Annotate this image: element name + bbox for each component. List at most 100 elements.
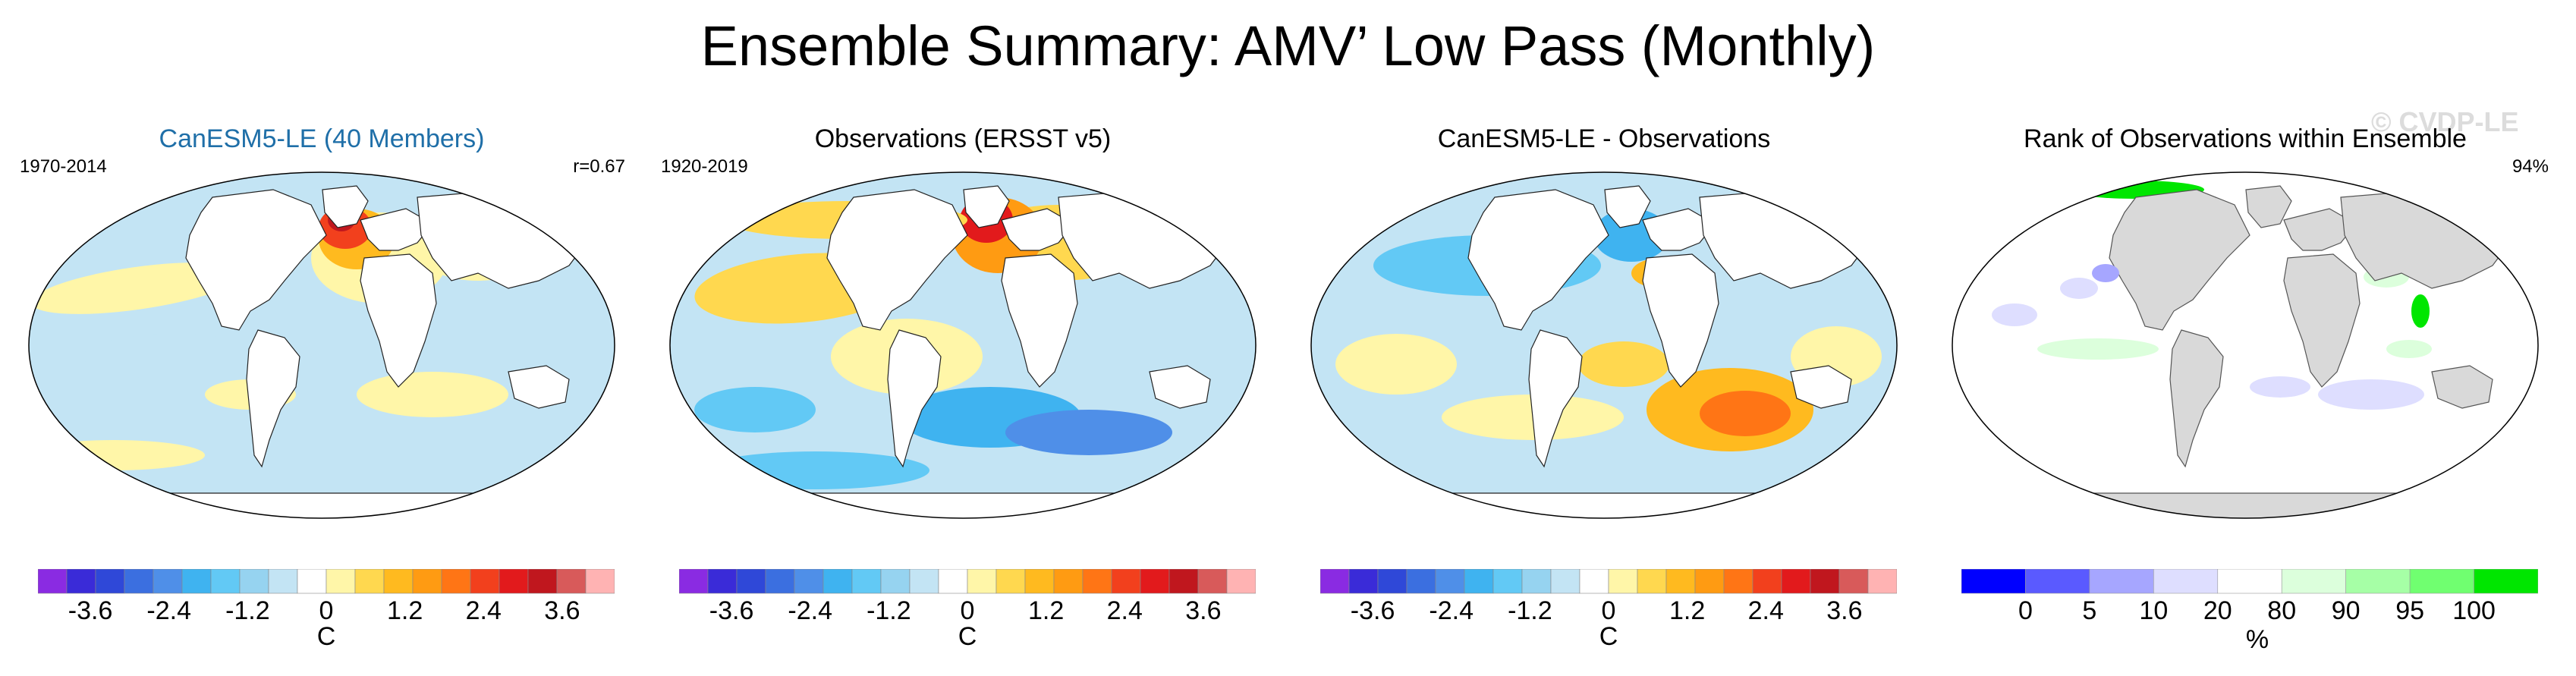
colorbar-swatch — [765, 569, 795, 594]
land-mass — [1604, 185, 1651, 228]
colorbar-tick-label: 0 — [1602, 596, 1616, 625]
colorbar-tick-label: -2.4 — [1429, 596, 1474, 625]
land-mass — [678, 492, 1242, 518]
colorbar-swatch — [1961, 569, 2026, 594]
colorbar-swatch — [1024, 569, 1055, 594]
colorbar-rank: 0 5 10 20 80 90 95 100% — [1961, 569, 2538, 652]
colorbar-swatch — [124, 569, 154, 594]
figure-title: Ensemble Summary: AMV’ Low Pass (Monthly… — [700, 14, 1876, 77]
colorbar-swatch — [1320, 569, 1350, 594]
colorbar-tick-label: 90 — [2332, 596, 2361, 625]
colorbar-swatch — [470, 569, 500, 594]
land-mass — [246, 329, 300, 468]
colorbar-swatch — [967, 569, 997, 594]
colorbar-tick-label: -3.6 — [709, 596, 754, 625]
colorbar-tick-label: 1.2 — [1669, 596, 1705, 625]
panel-rank: Rank of Observations within Ensemble 94%… — [1931, 114, 2559, 660]
land-mass — [1149, 365, 1211, 409]
land-mass — [1319, 492, 1883, 518]
land-mass — [322, 185, 369, 228]
colorbar-swatch — [1226, 569, 1256, 594]
colorbar-tick-label: 0 — [319, 596, 334, 625]
colorbar-swatch — [2025, 569, 2090, 594]
anomaly-patch — [702, 451, 929, 489]
colorbar-swatch — [239, 569, 269, 594]
colorbar-swatch — [527, 569, 558, 594]
anomaly-patch — [38, 191, 99, 219]
land-mass — [36, 492, 601, 518]
colorbar-unit-label: C — [958, 622, 977, 651]
colorbar-swatch — [2089, 569, 2154, 594]
colorbar-unit-label: C — [317, 622, 336, 651]
anomaly-patch — [31, 263, 242, 314]
anomaly-patch — [83, 334, 266, 379]
panel-difference: CanESM5-LE - Observations -3.6 -2.4 -1.2 0 1… — [1290, 114, 1918, 660]
panel-title: CanESM5-LE (40 Members) — [159, 124, 485, 153]
colorbar-tick-label: 2.4 — [466, 596, 502, 625]
colorbar-swatch — [736, 569, 766, 594]
colorbar-swatch — [851, 569, 882, 594]
colorbar-tick-label: -1.2 — [1508, 596, 1552, 625]
colorbar-swatch — [1464, 569, 1494, 594]
colorbar-tick-label: 80 — [2267, 596, 2296, 625]
land-mass — [1467, 189, 1609, 331]
colorbar-swatch — [1082, 569, 1112, 594]
colorbar-tick-label: 1.2 — [387, 596, 423, 625]
colorbar-swatch — [1521, 569, 1552, 594]
map-difference — [1310, 171, 1898, 519]
colorbar-swatch — [880, 569, 911, 594]
colorbar-difference: -3.6 -2.4 -1.2 0 1.2 2.4 3.6 C — [1320, 569, 1897, 651]
land-mass — [2283, 253, 2361, 388]
colorbar-tick-label: 3.6 — [544, 596, 580, 625]
panel-stat: 94% — [2512, 156, 2549, 177]
globe-outline — [1952, 171, 2539, 519]
colorbar-swatch — [1867, 569, 1897, 594]
panel-title: CanESM5-LE - Observations — [1437, 124, 1771, 153]
land-mass — [30, 197, 92, 236]
panel-title: Observations (ERSST v5) — [814, 124, 1112, 153]
anomaly-patch — [2092, 264, 2119, 282]
watermark: © CVDP-LE — [2371, 106, 2519, 137]
land-mass — [360, 253, 437, 388]
land-mass — [1528, 329, 1583, 468]
colorbar-tick-label: 100 — [2452, 596, 2496, 625]
map-observations — [669, 171, 1257, 519]
colorbar-swatch — [354, 569, 385, 594]
colorbar-swatch — [1781, 569, 1811, 594]
anomaly-patch — [694, 387, 816, 432]
colorbar-swatch — [1111, 569, 1141, 594]
colorbar-swatch — [1810, 569, 1840, 594]
colorbar-swatch — [268, 569, 298, 594]
colorbar-swatch — [1752, 569, 1782, 594]
land-mass — [1960, 492, 2524, 518]
anomaly-patch — [1005, 410, 1172, 455]
colorbar-swatch — [1608, 569, 1638, 594]
colorbar-swatch — [938, 569, 968, 594]
colorbar-swatch — [1694, 569, 1725, 594]
colorbar-swatch — [2281, 569, 2346, 594]
colorbar-swatch — [1637, 569, 1667, 594]
colorbar-swatch — [2409, 569, 2474, 594]
colorbar-swatch — [1053, 569, 1084, 594]
globe-outline — [669, 171, 1257, 519]
land-mass — [671, 197, 733, 236]
colorbar-tick-label: 0 — [961, 596, 975, 625]
anomaly-patch — [2386, 340, 2432, 358]
land-mass — [2245, 185, 2292, 228]
colorbar-swatch — [2153, 569, 2219, 594]
colorbar-tick-label: -3.6 — [1351, 596, 1395, 625]
colorbar-swatch — [326, 569, 356, 594]
colorbar-swatch — [679, 569, 709, 594]
anomaly-patch — [1578, 341, 1669, 387]
colorbar-model: -3.6 -2.4 -1.2 0 1.2 2.4 3.6 C — [38, 569, 615, 651]
colorbar-swatch — [412, 569, 442, 594]
land-mass — [1001, 253, 1078, 388]
anomaly-patch — [2250, 376, 2310, 398]
colorbar-tick-label: -1.2 — [225, 596, 270, 625]
colorbar-swatch — [1492, 569, 1523, 594]
colorbar-swatch — [95, 569, 125, 594]
colorbar-swatch — [210, 569, 241, 594]
colorbar-swatch — [995, 569, 1026, 594]
land-mass — [1312, 197, 1374, 236]
